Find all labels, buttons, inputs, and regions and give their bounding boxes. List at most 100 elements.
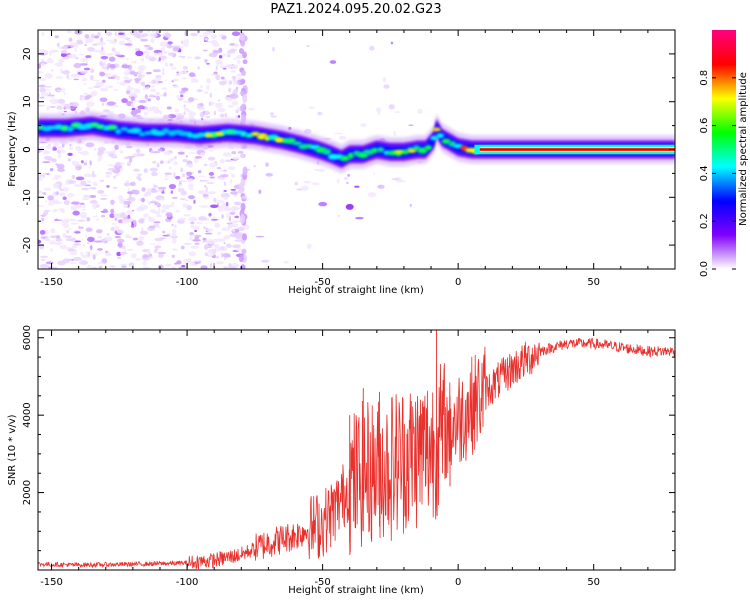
noise-speck [171,232,177,237]
noise-speck [142,260,147,266]
noise-speck [190,245,199,249]
noise-speck [121,199,125,204]
noise-speck [242,166,248,176]
snr-y-label: SNR (10 * v/v) [7,414,18,485]
noise-speck [92,254,96,260]
noise-speck [218,54,223,59]
noise-speck [110,208,115,214]
noise-speck [206,79,211,84]
noise-speck [213,49,221,54]
noise-speck [54,218,59,222]
noise-speck [121,98,128,104]
ridge-blob [322,148,332,156]
noise-speck [207,254,212,257]
noise-speck [226,51,229,56]
x-tick-label: 0 [455,577,461,588]
noise-speck [163,188,166,193]
noise-speck [188,115,195,120]
noise-speck [92,181,98,187]
noise-speck [157,264,164,269]
noise-speck [151,79,157,84]
noise-speck [194,236,200,239]
noise-speck [123,70,131,76]
noise-speck [118,219,124,224]
noise-speck [188,97,195,103]
noise-speck [157,59,161,62]
noise-speck [183,107,189,111]
noise-speck [131,253,137,259]
y-tick-label: 0 [22,146,33,152]
noise-speck [155,30,160,34]
noise-speck [129,71,139,75]
noise-speck [373,172,376,175]
noise-speck [118,32,124,36]
noise-speck [72,210,80,216]
noise-speck [231,31,241,37]
noise-speck [101,102,105,107]
noise-speck [178,180,187,182]
noise-speck [240,90,246,95]
noise-speck [162,114,169,120]
noise-speck [104,236,113,241]
noise-speck [60,149,66,154]
ridge-blob [59,124,70,132]
noise-speck [85,55,92,58]
noise-speck [205,222,208,225]
noise-speck [209,176,215,179]
noise-speck [67,152,73,157]
noise-speck [67,193,75,198]
noise-speck [38,104,46,107]
noise-speck [147,98,151,102]
noise-speck [110,199,115,205]
noise-speck [49,235,57,238]
noise-speck [199,205,209,208]
ridge-blob [144,131,152,136]
noise-speck [209,262,213,268]
noise-speck [58,58,64,64]
noise-speck [51,177,60,180]
noise-speck [97,235,103,239]
noise-speck [39,174,43,177]
noise-speck [93,35,100,39]
noise-speck [164,174,169,178]
noise-speck [54,174,62,179]
noise-speck [75,146,83,151]
noise-speck [235,248,243,252]
noise-speck [156,52,164,56]
colorbar-tick-label: 0.4 [699,165,710,181]
noise-speck [171,67,177,70]
noise-speck [157,186,167,190]
noise-speck [121,265,127,268]
noise-speck [182,66,189,70]
noise-speck [63,200,71,206]
noise-speck [149,167,158,172]
noise-speck [230,205,239,212]
noise-speck [116,82,120,84]
noise-speck [90,244,93,251]
noise-speck [80,160,84,164]
noise-speck [209,162,217,168]
noise-speck [152,160,157,164]
noise-speck [40,91,49,97]
noise-speck [41,62,45,67]
noise-speck [74,240,82,243]
noise-speck [238,254,244,263]
noise-speck [197,190,203,193]
noise-speck [182,159,188,163]
noise-speck [179,90,186,94]
noise-speck [38,63,42,69]
noise-speck [178,217,187,221]
ridge-blob [197,132,206,138]
noise-speck [106,164,116,167]
noise-speck [390,41,394,45]
noise-speck [235,55,244,60]
snr-line [38,337,675,570]
noise-speck [243,225,250,230]
noise-speck [221,227,230,232]
noise-speck [57,153,62,159]
noise-speck [241,70,247,76]
noise-speck [87,180,91,184]
noise-speck [61,222,65,226]
noise-speck [61,70,70,75]
noise-speck [106,31,113,37]
